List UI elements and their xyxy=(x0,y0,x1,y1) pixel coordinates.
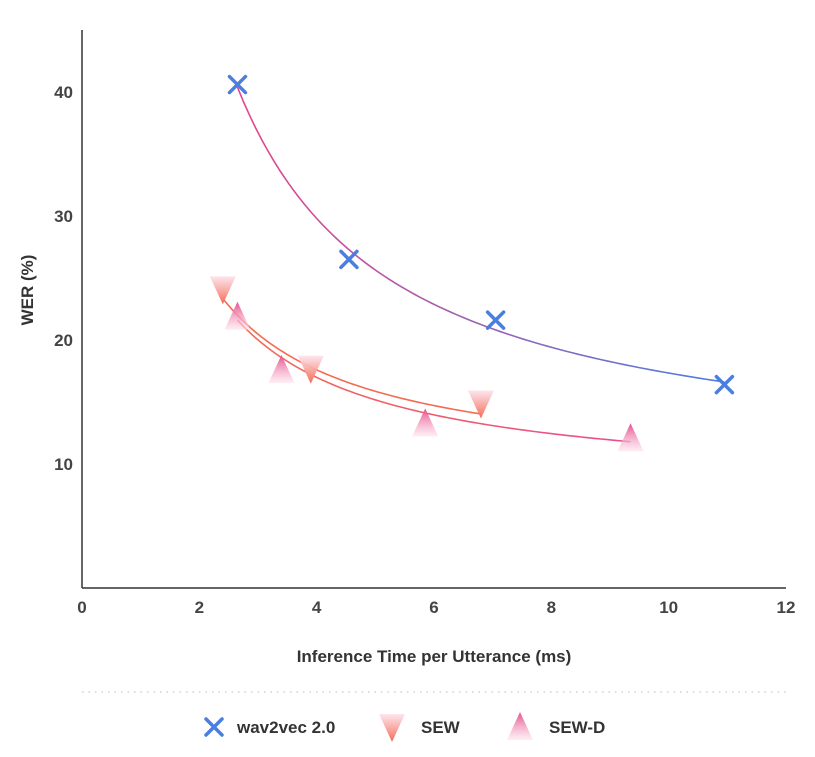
legend-triangle-up-icon xyxy=(507,712,533,740)
data-point-triangle-down xyxy=(297,355,324,384)
data-point-triangle-up xyxy=(412,408,439,437)
data-point-triangle-up xyxy=(617,423,644,452)
data-point-triangle-down xyxy=(209,276,236,305)
x-tick-labels: 0 2 4 6 8 10 12 xyxy=(77,598,795,617)
y-axis-title: WER (%) xyxy=(18,255,37,326)
legend-item-sew: SEW xyxy=(379,714,461,742)
x-tick-label: 0 xyxy=(77,598,86,617)
legend-label-sew-d: SEW-D xyxy=(549,718,605,737)
legend-label-sew: SEW xyxy=(421,718,461,737)
data-point-x-marker xyxy=(485,310,506,330)
x-axis-title: Inference Time per Utterance (ms) xyxy=(297,647,572,666)
data-point-triangle-up xyxy=(268,355,295,384)
y-tick-label: 40 xyxy=(54,83,73,102)
legend-x-marker-icon xyxy=(204,717,224,737)
fit-curve-sew xyxy=(222,297,482,415)
legend-label-wav2vec: wav2vec 2.0 xyxy=(236,718,335,737)
fit-curve-sew-d xyxy=(236,319,631,443)
legend: wav2vec 2.0 SEW SEW-D xyxy=(204,712,605,742)
x-tick-label: 12 xyxy=(777,598,796,617)
data-markers xyxy=(209,74,735,452)
data-point-triangle-up xyxy=(224,301,251,330)
data-point-x-marker xyxy=(227,74,248,95)
y-tick-labels: 10 20 30 40 xyxy=(54,83,73,474)
x-tick-label: 8 xyxy=(547,598,556,617)
legend-item-wav2vec: wav2vec 2.0 xyxy=(204,717,335,737)
legend-item-sew-d: SEW-D xyxy=(507,712,605,740)
x-tick-label: 4 xyxy=(312,598,322,617)
y-tick-label: 10 xyxy=(54,455,73,474)
data-point-x-marker xyxy=(714,374,735,395)
data-point-triangle-down xyxy=(467,390,494,419)
x-tick-label: 6 xyxy=(429,598,438,617)
y-tick-label: 20 xyxy=(54,331,73,350)
fit-curves xyxy=(222,86,725,443)
y-tick-label: 30 xyxy=(54,207,73,226)
x-tick-label: 2 xyxy=(195,598,204,617)
legend-triangle-down-icon xyxy=(379,714,405,742)
data-point-x-marker xyxy=(339,249,359,270)
x-tick-label: 10 xyxy=(659,598,678,617)
fit-curve-wav2vec-2-0 xyxy=(236,86,725,383)
